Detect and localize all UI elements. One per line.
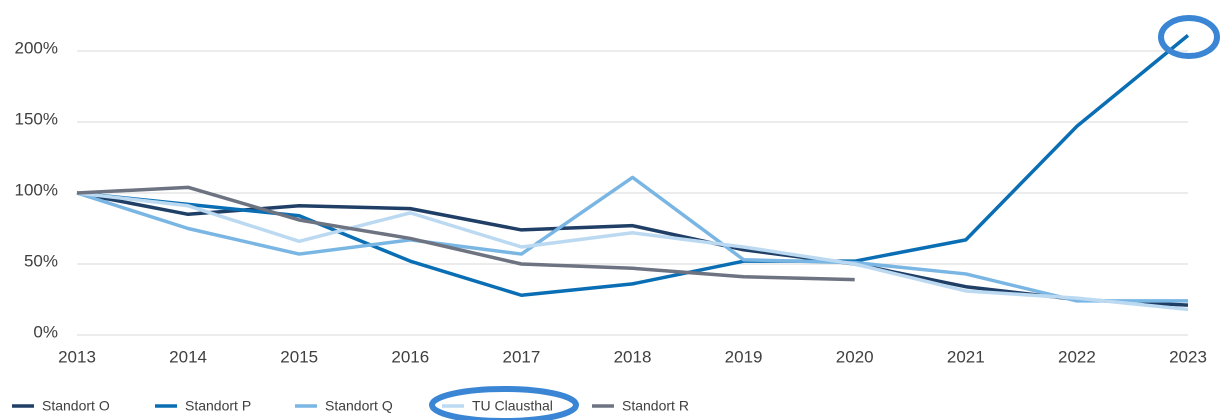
series-line [76,34,1190,297]
legend-label: Standort R [622,398,689,414]
x-tick-label: 2023 [1169,347,1207,366]
legend-label: Standort Q [325,398,393,414]
series-line [76,191,1189,312]
x-tick-label: 2020 [836,347,874,366]
legend-label: Standort O [42,398,110,414]
y-tick-label: 0% [33,322,58,341]
legend-label: TU Clausthal [472,398,553,414]
highlight-ellipse [429,386,579,420]
x-tick-label: 2015 [280,347,318,366]
x-tick-label: 2013 [58,347,96,366]
y-tick-label: 50% [24,251,58,270]
x-tick-label: 2017 [502,347,540,366]
series-line [76,185,855,282]
y-tick-label: 200% [15,38,58,57]
x-tick-label: 2014 [169,347,207,366]
x-tick-label: 2019 [725,347,763,366]
series-line [76,175,1188,303]
x-tick-label: 2016 [391,347,429,366]
x-tick-label: 2022 [1058,347,1096,366]
y-tick-label: 150% [15,109,58,128]
highlight-ellipse [1158,15,1220,59]
legend-label: Standort P [185,398,251,414]
x-tick-label: 2021 [947,347,985,366]
y-tick-label: 100% [15,180,58,199]
x-tick-label: 2018 [614,347,652,366]
